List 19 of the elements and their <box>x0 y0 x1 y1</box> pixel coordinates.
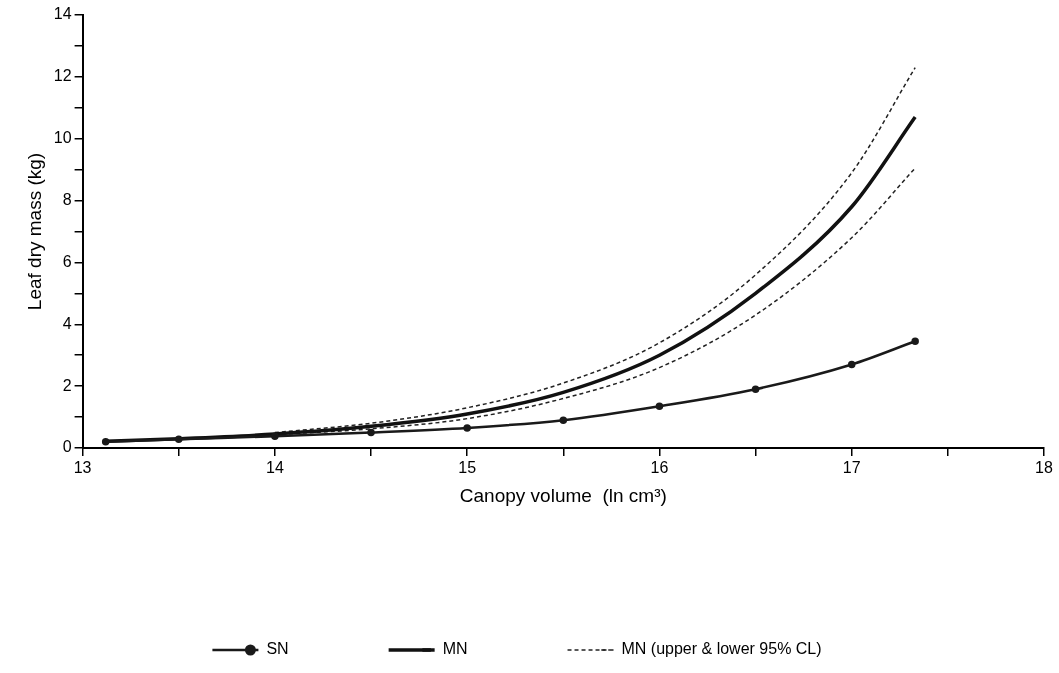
y-tick-label: 2 <box>62 376 72 394</box>
x-tick-label: 17 <box>842 459 861 477</box>
y-tick-label: 10 <box>53 129 72 147</box>
x-axis-title: Canopy volume (ln cm³) <box>459 484 667 506</box>
y-axis-title: Leaf dry mass (kg) <box>23 152 45 311</box>
x-tick-label: 14 <box>265 459 284 477</box>
x-tick-label: 16 <box>650 459 669 477</box>
x-tick-label: 18 <box>1035 459 1053 477</box>
y-tick-label: 14 <box>53 5 72 23</box>
x-tick-label: 13 <box>73 459 92 477</box>
y-tick-label: 12 <box>53 67 72 85</box>
x-tick-label: 15 <box>458 459 477 477</box>
y-tick-label: 6 <box>62 252 72 270</box>
legend-label: SN <box>266 640 289 658</box>
legend-label: MN <box>442 640 468 658</box>
y-tick-label: 8 <box>62 190 72 208</box>
y-tick-label: 0 <box>62 438 72 456</box>
y-tick-label: 4 <box>62 314 72 332</box>
legend-label: MN (upper & lower 95% CL) <box>621 640 822 658</box>
